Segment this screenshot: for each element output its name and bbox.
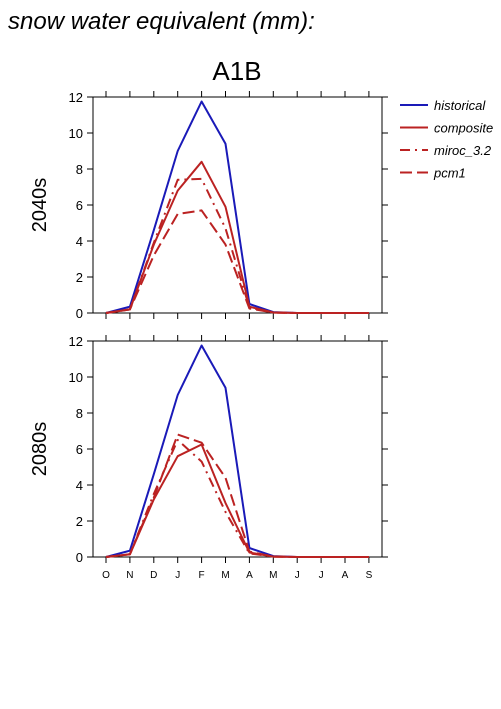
panel-2080s: 2080s 0 2 4 6 8 10 12 O N D J F M A M J J A S <box>29 334 388 581</box>
y-tick-label: 0 <box>76 550 83 565</box>
y-tick-label: 12 <box>69 90 83 105</box>
series-line-composite <box>105 160 369 314</box>
x-tick-label: S <box>366 570 373 581</box>
y-tick-label: 6 <box>76 198 83 213</box>
x-tick-label: M <box>221 570 229 581</box>
y-tick-label: 8 <box>76 162 83 177</box>
y-tick-label: 4 <box>76 478 83 493</box>
y-tick-label: 0 <box>76 306 83 321</box>
x-tick-label: D <box>150 570 157 581</box>
plot-frame <box>92 96 383 314</box>
legend-label: miroc_3.2 <box>434 143 492 158</box>
x-tick-label: O <box>102 570 110 581</box>
panel-label-2080s: 2080s <box>29 422 51 477</box>
plot-frame <box>92 340 383 558</box>
y-tick-label: 2 <box>76 514 83 529</box>
x-tick-label: A <box>246 570 253 581</box>
y-tick-label: 2 <box>76 270 83 285</box>
y-tick-label: 8 <box>76 406 83 421</box>
legend: historical composite miroc_3.2 pcm1 <box>400 98 493 181</box>
figure-heading: snow water equivalent (mm): <box>8 8 315 35</box>
series-line-miroc-3-2 <box>105 177 369 314</box>
series-line-pcm1 <box>105 209 369 314</box>
panel-label-2040s: 2040s <box>29 178 51 233</box>
y-tick-label: 10 <box>69 126 83 141</box>
series-line-historical <box>105 344 369 558</box>
x-tick-label: F <box>199 570 205 581</box>
legend-label: historical <box>434 98 486 113</box>
x-tick-label: M <box>269 570 277 581</box>
x-tick-label: A <box>342 570 349 581</box>
x-tick-label: J <box>319 570 324 581</box>
series-line-historical <box>105 100 369 314</box>
y-tick-label: 12 <box>69 334 83 349</box>
series-line-pcm1 <box>105 433 369 558</box>
legend-label: composite <box>434 121 493 136</box>
x-tick-label: N <box>126 570 133 581</box>
scenario-title: A1B <box>212 56 261 86</box>
y-tick-label: 10 <box>69 370 83 385</box>
y-tick-label: 6 <box>76 442 83 457</box>
panel-2040s: 2040s 0 2 4 6 8 10 12 <box>29 90 388 321</box>
x-tick-label: J <box>295 570 300 581</box>
legend-label: pcm1 <box>433 166 466 181</box>
y-tick-label: 4 <box>76 234 83 249</box>
x-tick-label: J <box>175 570 180 581</box>
